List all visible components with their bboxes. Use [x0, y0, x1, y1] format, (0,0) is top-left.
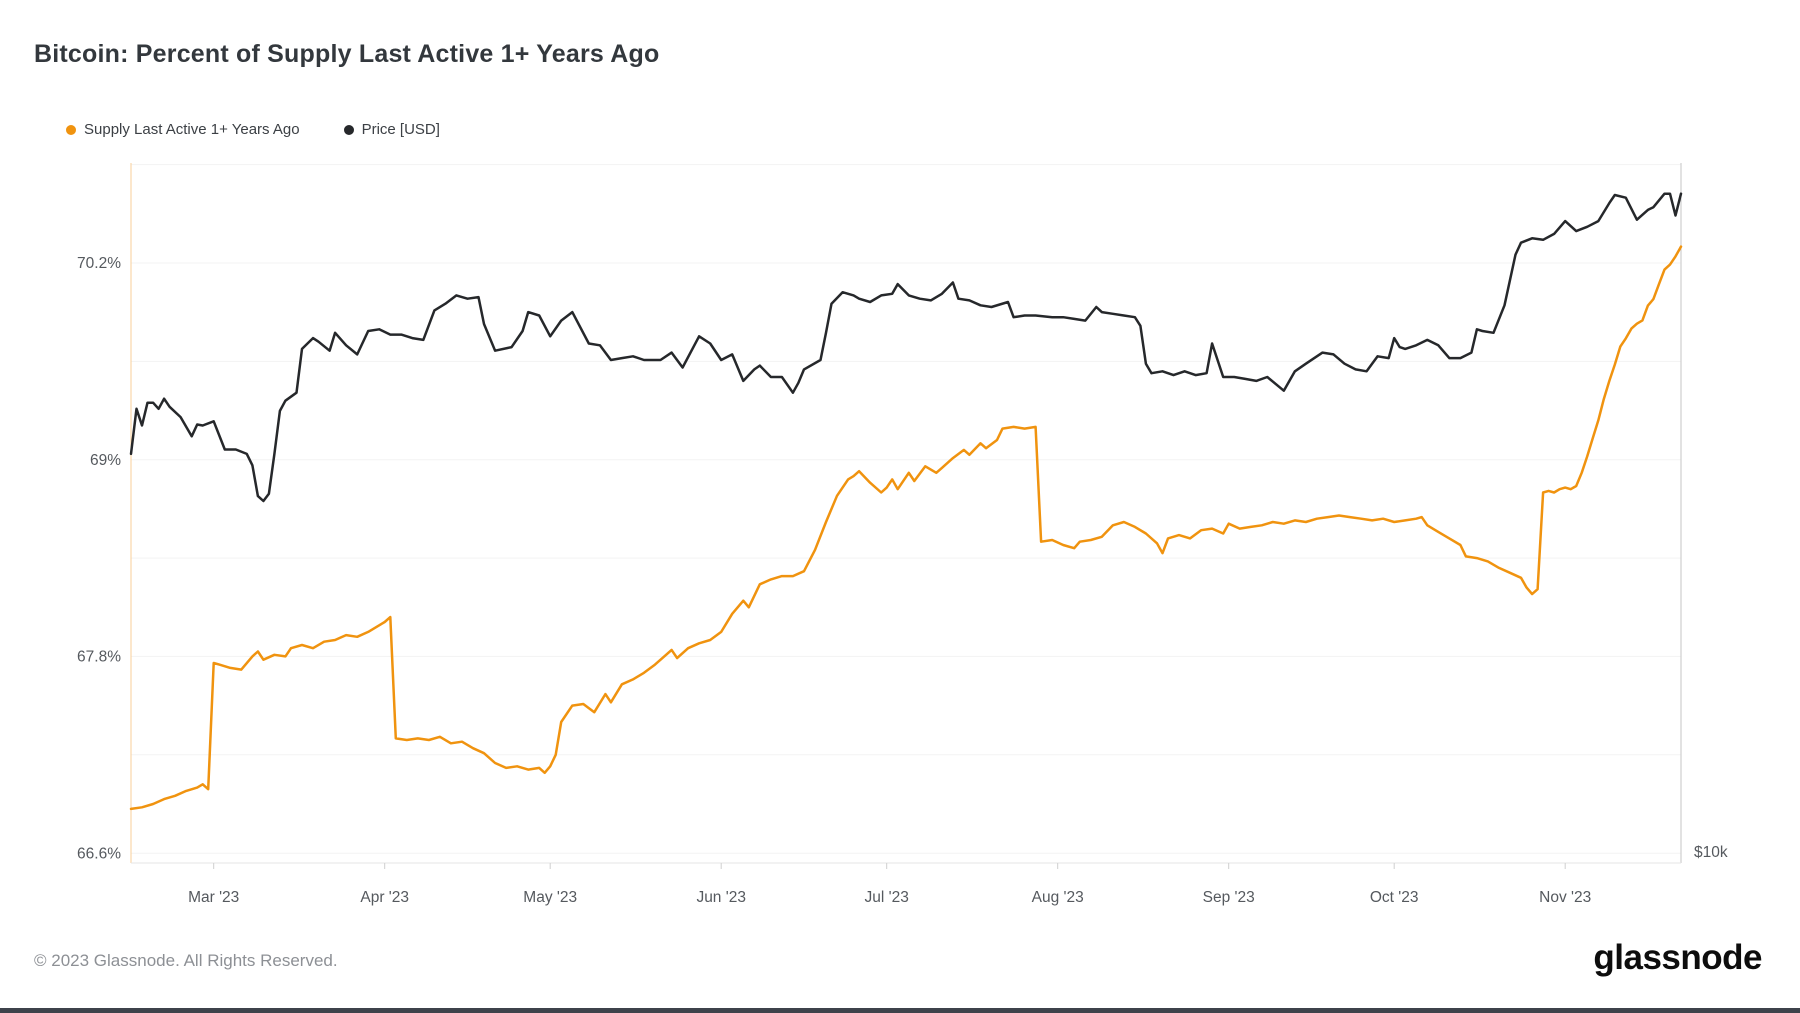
x-axis-tick-label: Jul '23 — [865, 889, 909, 906]
y-axis-tick-label: 67.8% — [77, 648, 121, 665]
x-axis-tick-label: Nov '23 — [1539, 889, 1591, 906]
price-line — [129, 192, 1683, 503]
y-axis-tick-label: 70.2% — [77, 255, 121, 272]
legend-item-price[interactable]: Price [USD] — [343, 121, 440, 138]
x-axis-tick-label: Sep '23 — [1203, 889, 1255, 906]
supply-line — [129, 245, 1683, 811]
legend-item-supply[interactable]: Supply Last Active 1+ Years Ago — [66, 121, 300, 138]
x-axis-tick-label: May '23 — [523, 889, 577, 906]
x-axis-tick-label: Oct '23 — [1370, 889, 1419, 906]
chart-legend: Supply Last Active 1+ Years Ago Price [U… — [66, 121, 440, 138]
page-title: Bitcoin: Percent of Supply Last Active 1… — [34, 40, 660, 68]
y2-axis-tick-label: $10k — [1694, 844, 1728, 861]
y-axis-tick-label: 69% — [90, 452, 121, 469]
x-axis-tick-label: Apr '23 — [360, 889, 409, 906]
y-axis-tick-label: 66.6% — [77, 845, 121, 862]
copyright-text: © 2023 Glassnode. All Rights Reserved. — [34, 951, 338, 970]
legend-label-supply: Supply Last Active 1+ Years Ago — [84, 121, 300, 138]
glassnode-logo: glassnode — [1593, 938, 1762, 977]
x-axis-tick-label: Jun '23 — [696, 889, 746, 906]
bottom-border — [0, 1008, 1800, 1013]
price-legend-dot-icon — [343, 124, 354, 135]
supply-legend-dot-icon — [66, 124, 76, 135]
legend-label-price: Price [USD] — [361, 121, 440, 138]
x-axis-tick-label: Mar '23 — [188, 889, 239, 906]
x-axis-tick-label: Aug '23 — [1032, 889, 1084, 906]
